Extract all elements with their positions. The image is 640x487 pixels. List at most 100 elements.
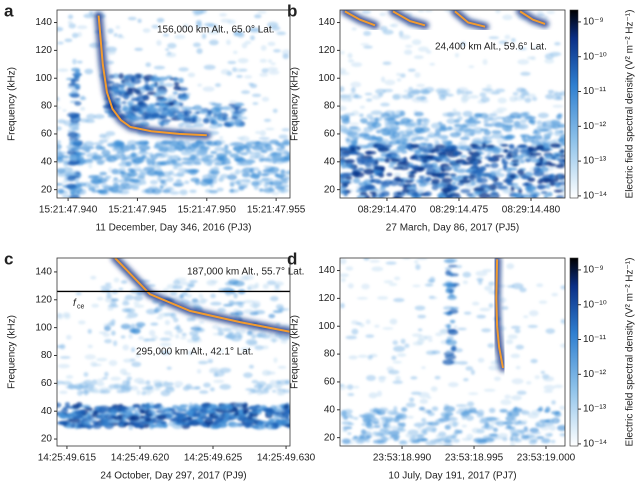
emission-blob	[510, 186, 515, 192]
y-tick-label: 40	[324, 404, 336, 415]
emission-blob	[439, 147, 445, 152]
emission-blob	[463, 134, 470, 138]
emission-blob	[138, 110, 145, 115]
emission-blob	[249, 389, 262, 393]
emission-blob	[108, 359, 118, 367]
emission-blob	[104, 339, 112, 344]
emission-blob	[273, 49, 281, 53]
emission-blob	[57, 68, 69, 72]
emission-blob	[59, 356, 71, 359]
emission-blob	[70, 138, 76, 142]
emission-blob	[480, 96, 490, 103]
emission-blob	[347, 52, 353, 59]
emission-blob	[485, 136, 493, 141]
emission-blob	[382, 327, 394, 330]
y-tick-label: 100	[35, 322, 52, 333]
emission-blob	[482, 268, 493, 273]
emission-blob	[479, 307, 491, 312]
emission-blob	[340, 94, 349, 100]
emission-blob	[113, 97, 121, 101]
emission-blob	[108, 384, 120, 389]
emission-blob	[416, 118, 422, 124]
emission-blob	[453, 150, 460, 157]
emission-blob	[115, 141, 125, 146]
emission-blob	[496, 138, 504, 144]
emission-blob	[127, 185, 140, 189]
emission-blob	[496, 116, 503, 120]
y-tick-label: 60	[41, 129, 53, 140]
emission-blob	[189, 330, 199, 337]
x-axis-label: 24 October, Day 297, 2017 (PJ9)	[100, 471, 246, 482]
x-tick-label: 08:29:14.475	[430, 205, 489, 216]
emission-blob	[395, 375, 401, 382]
emission-blob	[340, 273, 350, 278]
emission-blob	[500, 144, 509, 147]
emission-blob	[424, 10, 433, 13]
emission-blob	[229, 312, 240, 316]
emission-blob	[371, 121, 382, 129]
emission-blob	[285, 423, 290, 428]
emission-blob	[228, 300, 235, 305]
emission-blob	[399, 110, 406, 117]
y-tick-label: 140	[318, 17, 335, 28]
emission-blob	[522, 194, 530, 198]
emission-blob	[276, 31, 287, 36]
emission-blob	[279, 180, 289, 184]
emission-blob	[535, 162, 543, 167]
emission-blob	[439, 159, 450, 163]
emission-blob	[156, 40, 162, 46]
emission-blob	[183, 112, 189, 117]
colorbar-tick-label: 10⁻¹¹	[583, 334, 607, 345]
emission-blob	[528, 310, 539, 317]
emission-blob	[172, 166, 178, 170]
emission-blob	[236, 136, 245, 140]
emission-blob	[283, 404, 290, 410]
emission-blob	[383, 117, 396, 121]
emission-blob	[180, 140, 191, 146]
emission-blob	[397, 179, 405, 183]
emission-blob	[350, 139, 358, 145]
emission-blob	[417, 46, 429, 52]
emission-blob	[515, 365, 521, 370]
emission-blob	[530, 358, 538, 364]
emission-blob	[174, 385, 181, 389]
emission-blob	[348, 355, 358, 360]
emission-blob	[482, 140, 493, 144]
emission-blob	[348, 122, 360, 126]
emission-blob	[461, 424, 468, 428]
emission-blob	[530, 158, 542, 163]
emission-blob	[169, 334, 174, 338]
emission-blob	[105, 156, 118, 162]
emission-blob	[446, 111, 455, 118]
emission-blob	[200, 416, 210, 420]
emission-blob	[76, 25, 88, 30]
emission-blob	[214, 161, 225, 166]
emission-blob	[459, 155, 467, 158]
plot-area	[57, 258, 290, 446]
emission-blob	[130, 76, 136, 83]
emission-blob	[442, 359, 455, 365]
emission-blob	[199, 390, 209, 394]
colorbar-tick-label: 10⁻¹⁴	[583, 439, 607, 450]
emission-blob	[112, 416, 123, 420]
emission-blob	[125, 315, 133, 320]
emission-blob	[427, 421, 440, 426]
emission-blob	[67, 147, 76, 152]
emission-blob	[557, 173, 563, 179]
emission-blob	[520, 92, 526, 99]
emission-blob	[483, 119, 489, 125]
y-tick-label: 100	[35, 73, 52, 84]
emission-blob	[422, 150, 432, 154]
emission-blob	[133, 423, 143, 428]
emission-blob	[455, 195, 462, 198]
emission-blob	[391, 355, 397, 361]
emission-blob	[340, 125, 345, 129]
emission-blob	[533, 166, 540, 169]
emission-blob	[145, 402, 150, 408]
emission-blob	[93, 151, 98, 156]
emission-blob	[217, 307, 226, 313]
emission-blob	[162, 189, 171, 194]
emission-blob	[521, 410, 530, 415]
y-tick-label: 20	[324, 432, 336, 443]
emission-blob	[133, 183, 142, 186]
